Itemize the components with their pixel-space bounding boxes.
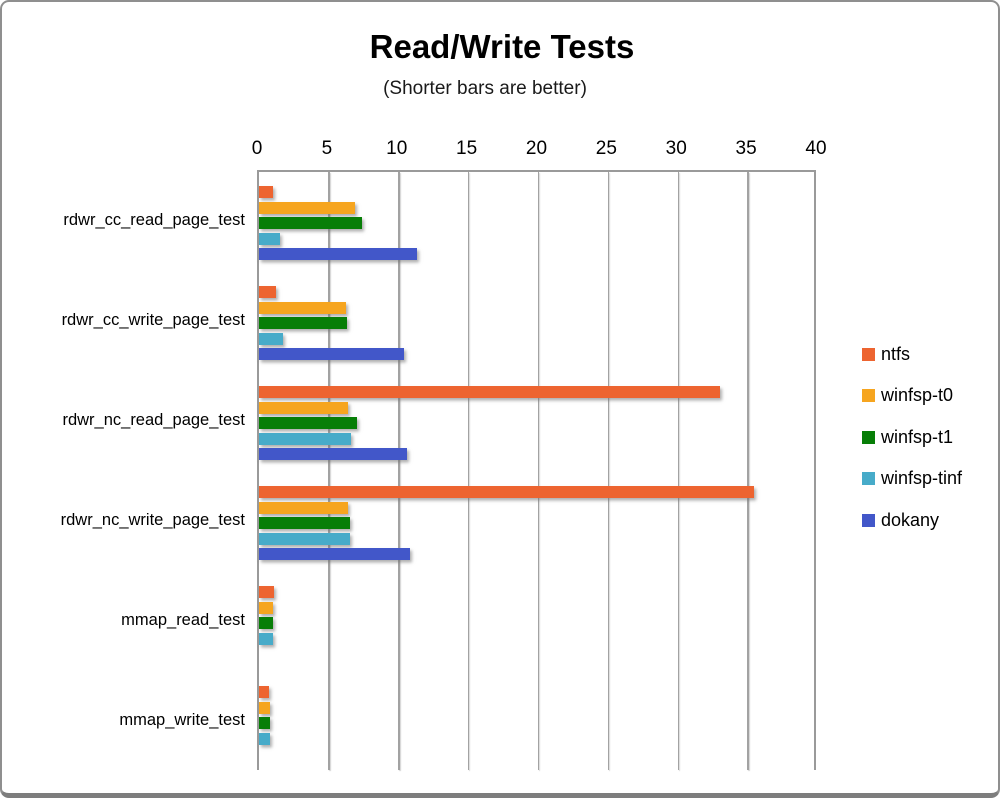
plot-area — [257, 170, 816, 770]
bar-winfsp-tinf — [259, 432, 352, 445]
legend-swatch — [862, 472, 875, 485]
legend-swatch — [862, 430, 875, 444]
bar-winfsp-tinf — [259, 732, 271, 745]
legend: ntfs winfsp-t0 winfsp-t1 winfsp-tinf dokany — [862, 344, 962, 552]
bar-ntfs — [259, 286, 276, 298]
chart-subtitle: (Shorter bars are better) — [383, 78, 587, 99]
bar-winfsp-t1 — [259, 317, 348, 329]
bar-winfsp-t0 — [259, 301, 346, 314]
gridline — [328, 172, 330, 770]
gridline — [467, 172, 470, 770]
bar-winfsp-t1 — [259, 617, 273, 629]
bar-winfsp-t0 — [259, 201, 356, 214]
gridline — [607, 172, 610, 770]
category-label: rdwr_cc_read_page_test — [63, 210, 245, 229]
category-label: rdwr_nc_write_page_test — [60, 510, 245, 529]
bar-ntfs — [259, 386, 721, 398]
bar-winfsp-tinf — [259, 532, 350, 545]
bar-winfsp-t0 — [259, 401, 349, 414]
x-tick-label: 25 — [595, 138, 617, 159]
bar-winfsp-t1 — [259, 217, 363, 229]
bar-winfsp-t1 — [259, 717, 271, 729]
legend-item-winfsp-tinf: winfsp-tinf — [862, 468, 963, 489]
gridline — [537, 172, 540, 770]
x-tick-label: 15 — [456, 138, 478, 159]
category-label: rdwr_cc_write_page_test — [61, 310, 245, 329]
category-label: mmap_read_test — [121, 610, 245, 629]
x-tick-label: 30 — [665, 138, 687, 159]
bar-winfsp-t1 — [259, 417, 357, 429]
x-tick-label: 5 — [321, 138, 333, 159]
legend-label: winfsp-t1 — [881, 426, 954, 447]
legend-label: winfsp-t0 — [881, 385, 954, 405]
legend-label: dokany — [881, 509, 940, 530]
x-tick-label: 35 — [735, 138, 757, 159]
bar-dokany — [259, 548, 410, 560]
x-tick-label: 0 — [251, 138, 263, 159]
x-tick-label: 10 — [386, 138, 408, 159]
legend-swatch — [862, 347, 875, 361]
bar-winfsp-t1 — [259, 517, 350, 529]
x-tick-label: 20 — [525, 138, 548, 159]
bar-dokany — [259, 348, 405, 360]
bar-ntfs — [259, 486, 754, 498]
chart-title: Read/Write Tests — [369, 28, 635, 65]
bar-ntfs — [259, 686, 269, 698]
bar-ntfs — [259, 186, 273, 198]
legend-swatch — [862, 513, 875, 527]
legend-item-dokany: dokany — [862, 510, 962, 530]
category-label: rdwr_nc_read_page_test — [62, 410, 245, 429]
legend-item-winfsp-t1: winfsp-t1 — [862, 427, 962, 447]
legend-label: winfsp-tinf — [881, 468, 963, 488]
legend-swatch — [862, 389, 875, 402]
bar-winfsp-tinf — [259, 232, 280, 245]
legend-item-winfsp-t0: winfsp-t0 — [862, 385, 962, 406]
bar-winfsp-t0 — [259, 701, 271, 714]
bar-winfsp-tinf — [259, 632, 273, 645]
gridline — [677, 172, 679, 770]
bar-winfsp-t0 — [259, 601, 273, 614]
gridline — [398, 172, 400, 770]
bar-winfsp-tinf — [259, 332, 283, 345]
bar-dokany — [259, 248, 417, 260]
gridline — [747, 172, 749, 770]
legend-label: ntfs — [881, 343, 911, 364]
x-tick-label: 40 — [805, 138, 827, 159]
legend-item-ntfs: ntfs — [862, 344, 962, 364]
bar-dokany — [259, 448, 408, 460]
category-label: mmap_write_test — [119, 710, 245, 729]
bar-winfsp-t0 — [259, 501, 349, 514]
bar-ntfs — [259, 586, 275, 598]
